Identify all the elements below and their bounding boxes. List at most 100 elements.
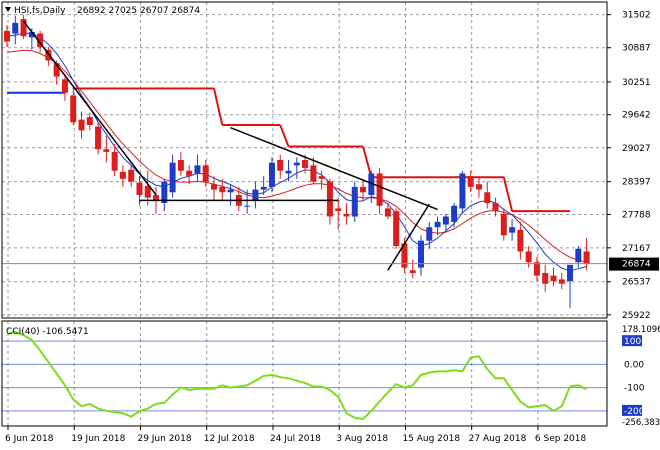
- cci-line: [6, 330, 588, 421]
- candle-body: [219, 186, 226, 193]
- candle-body: [500, 213, 507, 236]
- candle-body: [4, 30, 10, 42]
- candle-body: [45, 49, 52, 61]
- candle-body: [442, 216, 449, 225]
- candle-body: [335, 208, 342, 212]
- candle-body: [318, 176, 325, 179]
- cci-level-box: [622, 335, 642, 347]
- cci-panel-frame: [1, 320, 608, 427]
- time-axis: 6 Jun 2018 19 Jun 2018 29 Jun 2018 12 Jul 2…: [5, 426, 587, 444]
- candle-body: [467, 176, 474, 187]
- candle-body: [567, 264, 574, 282]
- time-tick-label: 24 Jul 2018: [270, 434, 321, 444]
- candle-body: [211, 184, 217, 190]
- cci-min-label: -256.383: [622, 418, 660, 428]
- cci-max-label: 178.1096: [622, 325, 660, 335]
- candle-body: [128, 169, 135, 182]
- time-tick-label: 19 Jun 2018: [71, 434, 125, 444]
- candle-body: [119, 171, 126, 179]
- candle-body: [542, 272, 549, 284]
- candle-body: [409, 270, 416, 273]
- candle-body: [268, 162, 275, 187]
- candle-body: [558, 279, 565, 284]
- candle-body: [368, 173, 375, 195]
- candle-body: [434, 221, 441, 228]
- candle-body: [426, 227, 433, 241]
- candle-body: [144, 185, 151, 198]
- candle-body: [575, 248, 582, 263]
- time-tick-label: 3 Aug 2018: [336, 434, 388, 444]
- price-tick-label: 30251: [622, 78, 651, 88]
- candle-body: [326, 181, 333, 217]
- ma-slow-line: [6, 49, 587, 263]
- time-tick-label: 15 Aug 2018: [402, 434, 460, 444]
- time-tick-label: 6 Jun 2018: [5, 434, 54, 444]
- cci-plot: [6, 330, 588, 421]
- stop-upper-segment: [362, 146, 373, 178]
- candle-body: [401, 243, 408, 268]
- candle-body: [393, 211, 400, 247]
- candle-body: [86, 116, 93, 126]
- candle-body: [20, 19, 27, 37]
- stop-upper-segment: [502, 176, 514, 212]
- last-price-box: 26874: [609, 257, 659, 271]
- price-tick-label: 31502: [622, 11, 651, 21]
- candle-body: [78, 119, 85, 131]
- candle-body: [517, 229, 524, 252]
- cci-level-box: [622, 404, 642, 416]
- candle-body: [202, 165, 209, 182]
- candle-body: [53, 63, 60, 77]
- price-tick-label: 25922: [622, 311, 651, 321]
- candle-body: [533, 262, 540, 276]
- cci-level-label: 0.00: [624, 360, 644, 370]
- price-tick-label: 27788: [622, 210, 651, 220]
- price-tick-label: 28397: [622, 178, 651, 188]
- menu-triangle-icon[interactable]: [5, 7, 11, 12]
- stop-upper-segment: [213, 88, 224, 126]
- candle-body: [177, 160, 184, 171]
- time-tick-label: 27 Aug 2018: [469, 434, 527, 444]
- candle-body: [418, 240, 424, 268]
- candle-body: [103, 149, 110, 152]
- candle-body: [70, 95, 77, 123]
- candle-body: [384, 208, 391, 217]
- ma-fast-line: [6, 32, 587, 272]
- candle-body: [509, 227, 516, 233]
- price-tick-label: 29642: [622, 111, 651, 121]
- candle-body: [376, 173, 383, 206]
- candle-body: [169, 162, 176, 193]
- stop-upper-segment: [279, 124, 290, 147]
- candle-body: [136, 182, 143, 195]
- candle-body: [194, 165, 201, 174]
- candle-body: [153, 194, 160, 201]
- candle-body: [550, 275, 557, 282]
- svg-text:26874: 26874: [622, 260, 651, 270]
- candle-body: [285, 170, 292, 174]
- candle-body: [12, 22, 19, 34]
- time-tick-label: 29 Jun 2018: [137, 434, 191, 444]
- candle-body: [302, 160, 309, 169]
- trendline: [387, 203, 430, 271]
- price-panel-frame: [1, 1, 608, 319]
- price-tick-label: 27167: [622, 244, 651, 254]
- candle-body: [244, 205, 251, 207]
- candle-body: [252, 189, 259, 201]
- price-tick-label: 29027: [622, 144, 651, 154]
- candle-body: [277, 160, 284, 171]
- candle-body: [161, 181, 168, 204]
- candle-body: [351, 186, 358, 217]
- trendline: [230, 127, 438, 211]
- cci-level-label: 100: [624, 337, 641, 347]
- price-axis: 31502 30887 30251 29642 29027 28397 27788 27167…: [607, 11, 651, 321]
- cci-level-label: -200: [624, 407, 645, 417]
- candle-body: [583, 251, 590, 264]
- candle-body: [227, 189, 234, 193]
- time-tick-label: 12 Jul 2018: [204, 434, 255, 444]
- ohlc-label: 26892 27025 26707 26874: [77, 6, 200, 16]
- candle-body: [451, 205, 458, 222]
- candle-body: [360, 186, 367, 193]
- candle-body: [310, 165, 317, 182]
- candle-body: [484, 192, 491, 204]
- price-plot: [2, 14, 607, 308]
